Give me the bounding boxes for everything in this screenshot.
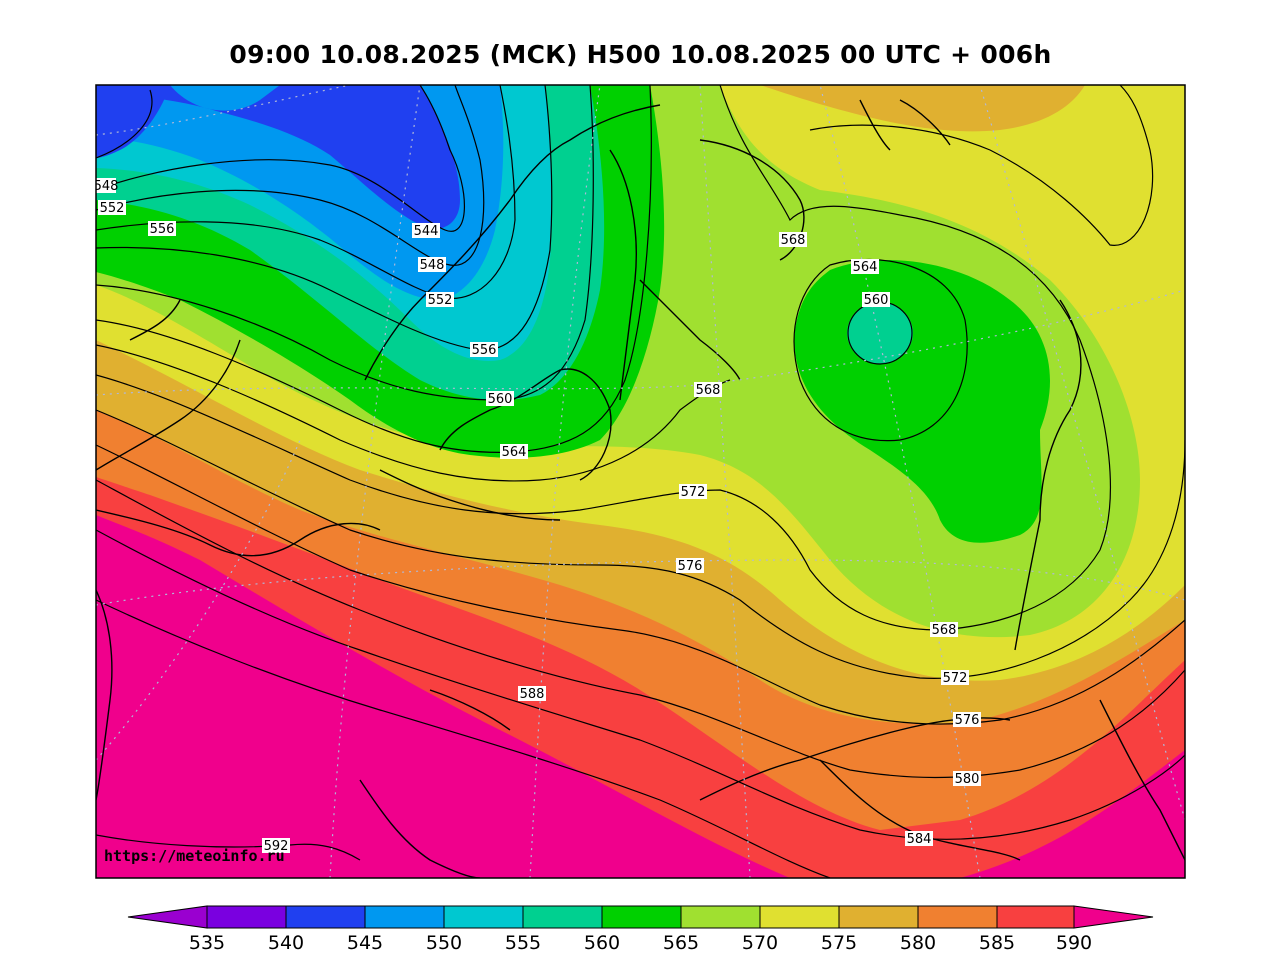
colorbar-swatch-545 xyxy=(365,906,444,928)
contour-label: 568 xyxy=(694,382,722,398)
colorbar-tick: 570 xyxy=(742,932,778,954)
colorbar-swatch-550 xyxy=(444,906,523,928)
colorbar-swatch-570 xyxy=(760,906,839,928)
filled-contour-field: 548 552 556 544 548 552 556 560 564 568 … xyxy=(94,85,1185,878)
contour-label: 576 xyxy=(953,712,981,728)
colorbar-tick: 580 xyxy=(900,932,936,954)
svg-text:592: 592 xyxy=(264,839,289,854)
contour-label: 580 xyxy=(953,771,981,787)
colorbar-swatch-535 xyxy=(207,906,286,928)
svg-text:560: 560 xyxy=(488,392,513,407)
colorbar-tick: 590 xyxy=(1056,932,1092,954)
svg-text:544: 544 xyxy=(414,224,439,239)
band-540-545 xyxy=(96,85,460,229)
svg-text:548: 548 xyxy=(420,258,445,273)
contour-label: 584 xyxy=(905,831,933,847)
colorbar-swatch-575 xyxy=(839,906,918,928)
svg-text:564: 564 xyxy=(502,445,527,460)
colorbar: 535 540 545 550 555 560 565 570 575 580 … xyxy=(127,905,1154,954)
colorbar-tick: 555 xyxy=(505,932,541,954)
colorbar-tick: 575 xyxy=(821,932,857,954)
colorbar-extend-high xyxy=(1073,905,1154,929)
svg-text:588: 588 xyxy=(520,687,545,702)
contour-label: 548 xyxy=(418,257,446,273)
contour-label: 560 xyxy=(862,292,890,308)
colorbar-tick: 545 xyxy=(347,932,383,954)
contour-labels: 548 552 556 544 548 552 556 560 564 568 … xyxy=(94,178,981,854)
svg-text:552: 552 xyxy=(428,293,453,308)
svg-text:584: 584 xyxy=(907,832,932,847)
svg-text:552: 552 xyxy=(100,201,125,216)
contour-label: 544 xyxy=(412,223,440,239)
map-title: 09:00 10.08.2025 (МСК) H500 10.08.2025 0… xyxy=(229,40,1052,69)
colorbar-swatch-560 xyxy=(602,906,681,928)
colorbar-swatch-555 xyxy=(523,906,602,928)
contour-label: 556 xyxy=(148,221,176,237)
band-555-560-east xyxy=(847,302,913,364)
contour-label: 552 xyxy=(98,200,126,216)
contour-label: 572 xyxy=(679,484,707,500)
svg-text:564: 564 xyxy=(853,260,878,275)
svg-text:568: 568 xyxy=(932,623,957,638)
contour-label: 548 xyxy=(94,178,119,194)
svg-text:572: 572 xyxy=(681,485,706,500)
colorbar-swatch-580 xyxy=(918,906,997,928)
contour-label: 572 xyxy=(941,670,969,686)
svg-text:568: 568 xyxy=(781,233,806,248)
map-frame xyxy=(95,84,1186,879)
contour-label: 556 xyxy=(470,342,498,358)
svg-text:568: 568 xyxy=(696,383,721,398)
colorbar-swatch-585 xyxy=(997,906,1074,928)
contour-label: 564 xyxy=(500,444,528,460)
svg-text:560: 560 xyxy=(864,293,889,308)
band-fill-north xyxy=(760,85,1085,132)
colorbar-tick: 550 xyxy=(426,932,462,954)
source-credit: https://meteoinfo.ru xyxy=(104,847,285,865)
colorbar-swatch-565 xyxy=(681,906,760,928)
svg-text:548: 548 xyxy=(94,179,119,194)
svg-text:576: 576 xyxy=(678,559,703,574)
svg-text:576: 576 xyxy=(955,713,980,728)
svg-text:572: 572 xyxy=(943,671,968,686)
contour-label: 552 xyxy=(426,292,454,308)
contour-label: 576 xyxy=(676,558,704,574)
colorbar-extend-low xyxy=(127,905,208,929)
colorbar-tick: 535 xyxy=(189,932,225,954)
contour-label: 560 xyxy=(486,391,514,407)
svg-text:580: 580 xyxy=(955,772,980,787)
svg-text:556: 556 xyxy=(472,343,497,358)
colorbar-tick: 560 xyxy=(584,932,620,954)
svg-text:556: 556 xyxy=(150,222,175,237)
colorbar-swatch-540 xyxy=(286,906,365,928)
contour-label: 564 xyxy=(851,259,879,275)
contour-label: 568 xyxy=(930,622,958,638)
contour-label: 592 xyxy=(262,838,290,854)
contour-label: 568 xyxy=(779,232,807,248)
colorbar-tick: 585 xyxy=(979,932,1015,954)
contour-label: 588 xyxy=(518,686,546,702)
colorbar-tick: 540 xyxy=(268,932,304,954)
colorbar-tick: 565 xyxy=(663,932,699,954)
